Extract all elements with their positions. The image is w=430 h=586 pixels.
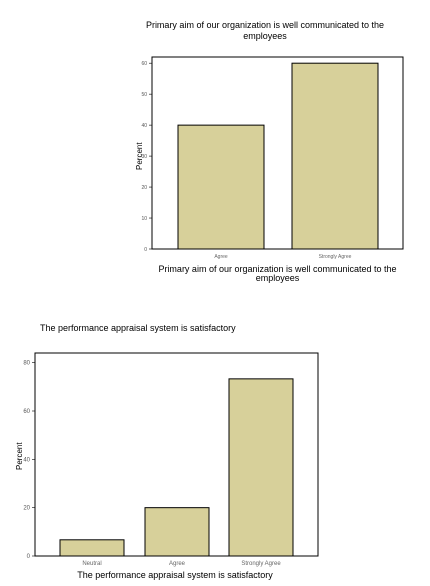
chart-1-x-axis-label: Primary aim of our organization is well …	[158, 264, 397, 283]
chart-1-category-label: Agree	[214, 254, 228, 260]
chart-1-frame	[151, 56, 404, 250]
chart-2-y-axis-label: Percent	[15, 442, 24, 470]
chart-2-bar	[144, 507, 210, 557]
chart-2-y-tick-label: 20	[23, 506, 30, 512]
chart-2-y-tick-label: 60	[23, 409, 30, 415]
chart-1-title: Primary aim of our organization is well …	[145, 20, 385, 41]
chart-1-y-tick-label: 60	[141, 61, 147, 67]
chart-1-y-tick-label: 50	[141, 92, 147, 98]
chart-2-x-axis-label: The performance appraisal system is sati…	[77, 570, 273, 580]
chart-2-title: The performance appraisal system is sati…	[40, 323, 236, 333]
chart-1-y-axis-label: Percent	[135, 142, 144, 170]
chart-1-y-tick-label: 30	[141, 154, 147, 160]
chart-1-y-tick-label: 10	[141, 216, 147, 222]
chart-2-category-label: Strongly Agree	[241, 561, 281, 567]
chart-1-bar	[177, 124, 265, 250]
chart-2-bar	[59, 539, 125, 557]
chart-2-y-tick-label: 80	[23, 361, 30, 367]
chart-1-y-tick-label: 0	[144, 247, 147, 253]
chart-1-y-tick-label: 20	[141, 185, 147, 191]
chart-1-category-label: Strongly Agree	[319, 254, 352, 260]
chart-2-y-tick-label: 40	[23, 457, 30, 463]
chart-2-category-label: Agree	[169, 561, 186, 567]
chart-1-y-tick-label: 40	[141, 123, 147, 129]
chart-2-y-tick-label: 0	[27, 554, 31, 560]
chart-2-category-label: Neutral	[82, 561, 101, 567]
chart-2-bar	[228, 378, 294, 557]
chart-1-bar	[291, 62, 379, 250]
